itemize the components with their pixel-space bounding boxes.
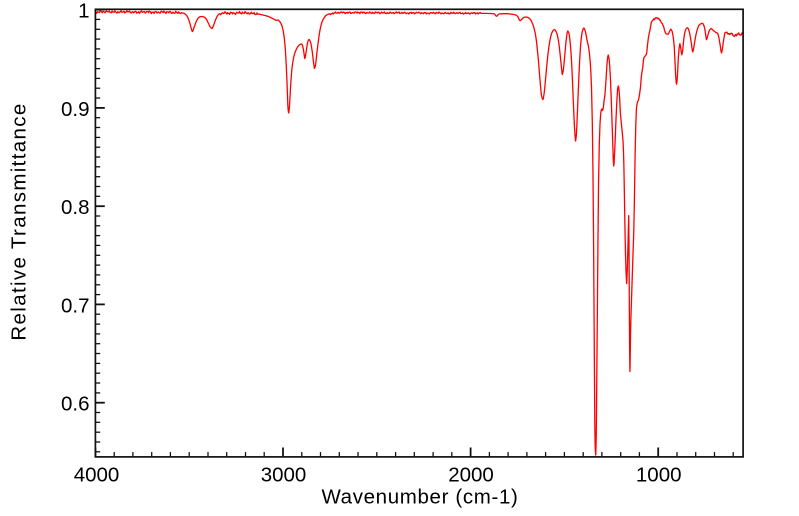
svg-text:0.9: 0.9 [61,98,90,121]
svg-text:Wavenumber (cm-1): Wavenumber (cm-1) [321,486,518,509]
svg-text:4000: 4000 [74,464,120,487]
svg-text:0.8: 0.8 [61,196,90,219]
svg-text:0.7: 0.7 [61,294,90,317]
svg-text:3000: 3000 [261,464,307,487]
svg-text:Relative Transmittance: Relative Transmittance [8,102,31,340]
svg-text:0.6: 0.6 [61,393,90,416]
svg-text:1000: 1000 [636,464,682,487]
svg-text:2000: 2000 [448,464,494,487]
svg-text:1: 1 [78,0,89,23]
